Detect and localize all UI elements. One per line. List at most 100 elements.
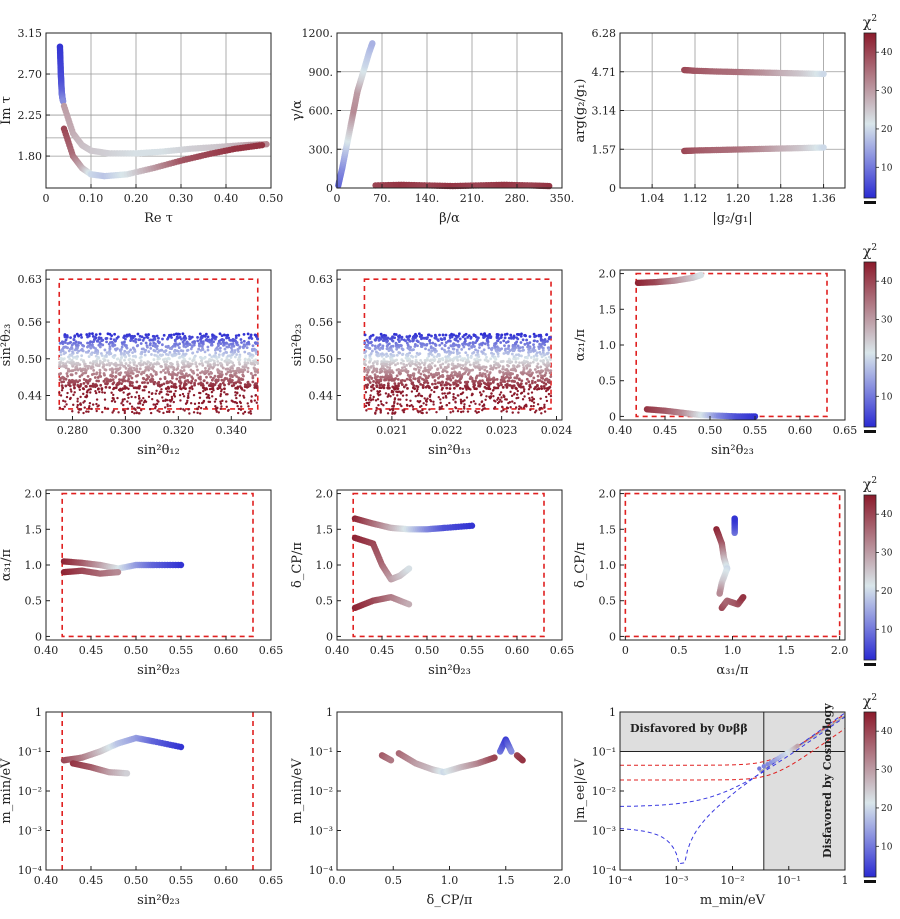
data-point [369,334,373,338]
data-point [184,352,188,356]
series-2 [351,593,413,612]
data-point [141,370,144,374]
data-point [60,340,64,344]
data-point [159,354,163,358]
data-point [508,372,511,376]
plot-frame [336,269,563,421]
data-point [189,381,193,385]
data-point [221,366,225,370]
x-tick-label: 350. [550,192,575,205]
data-point [370,385,374,388]
annotation-cosmology: Disfavored by Cosmology [821,703,834,858]
data-point [230,378,234,382]
data-point [455,365,459,369]
data-point [365,401,368,405]
data-point [94,390,97,393]
data-point [68,347,72,351]
data-point [124,362,128,365]
data-point [82,411,85,415]
data-point [144,341,148,345]
data-point [166,385,170,389]
data-point [134,338,138,341]
data-point [388,366,392,370]
data-point [137,338,141,342]
data-point [474,365,477,369]
data-point [435,355,439,358]
data-point [516,333,520,336]
data-point [151,334,155,338]
data-point [419,372,423,376]
data-point [226,333,230,337]
data-point [536,366,540,370]
data-point [98,341,102,345]
data-point [153,349,157,353]
data-point [366,365,370,369]
data-point [500,405,504,409]
data-point [411,335,415,339]
data-point [72,356,75,359]
data-point [371,398,375,401]
data-point [448,358,452,362]
data-point [152,382,156,386]
data-point [214,379,218,383]
data-point [425,342,429,346]
y-axis-label: sin²θ₂₃ [290,324,305,367]
data-point [151,397,154,401]
data-point [518,361,521,365]
data-point [386,360,390,364]
data-point [517,407,521,411]
data-point [427,370,431,374]
x-tick-label: 0.40 [34,644,59,657]
data-point [502,352,506,355]
data-point [135,367,139,371]
data-point [765,761,770,767]
data-point [195,365,199,368]
data-point [467,347,471,351]
data-point [165,360,169,363]
data-point [59,350,63,354]
data-point [207,367,211,371]
data-point [197,376,201,380]
data-point [205,388,209,391]
data-point [400,335,404,339]
data-point [211,395,214,398]
data-point [481,341,485,345]
data-point [113,343,117,347]
data-point [111,371,114,374]
data-point [61,346,65,350]
data-point [398,390,401,393]
data-point [69,380,73,384]
data-point [223,359,227,363]
data-point [456,394,460,397]
data-point [471,352,474,355]
data-point [419,358,423,362]
data-point [138,367,142,371]
data-point [172,333,176,336]
3sigma-box [61,492,254,638]
data-point [466,335,470,339]
data-point [214,351,218,355]
data-point [172,400,175,404]
x-tick-label: 70. [373,192,391,205]
data-point [202,356,206,360]
data-point [421,386,425,389]
data-point [222,333,226,337]
data-point [449,411,452,414]
data-point [75,332,79,336]
data-point [103,391,106,394]
data-point [535,388,539,391]
data-point [98,359,102,363]
data-point [375,406,378,410]
data-point [543,410,547,413]
x-tick-label: 140. [415,192,440,205]
data-point [184,387,187,391]
data-point [84,385,88,388]
data-point [77,411,80,414]
data-point [157,362,161,366]
data-point [210,390,214,394]
data-point [219,407,222,411]
data-point [169,379,172,383]
data-point [437,376,440,380]
data-point [64,338,68,342]
data-point [147,391,151,394]
